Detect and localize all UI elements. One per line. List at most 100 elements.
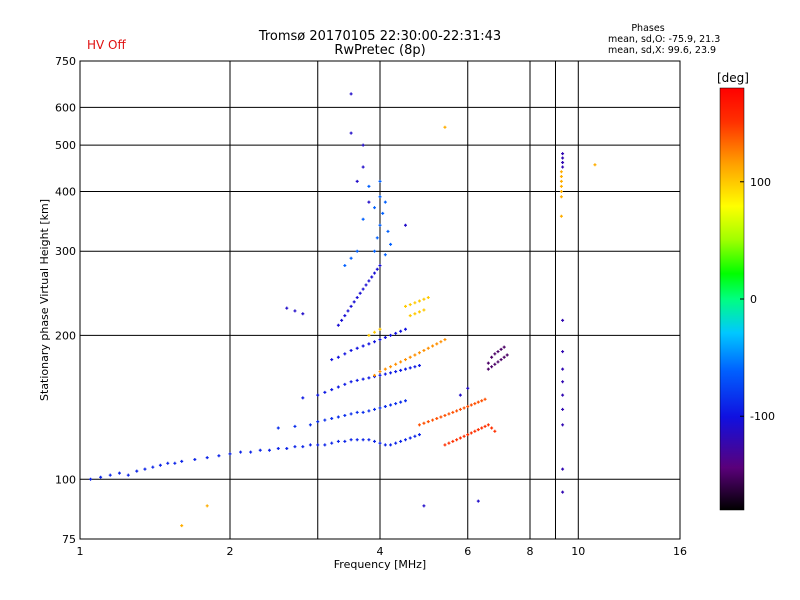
data-point: [355, 296, 359, 300]
phase-stats-x: mean, sd,X: 99.6, 23.9: [608, 45, 716, 56]
data-point: [346, 309, 350, 313]
data-point: [483, 397, 487, 401]
data-point: [493, 362, 497, 366]
data-point: [399, 368, 403, 372]
grid-lines: [80, 61, 680, 539]
data-point: [417, 299, 421, 303]
data-point: [361, 143, 365, 147]
data-point: [373, 271, 377, 275]
data-point: [443, 443, 447, 447]
data-point: [349, 380, 353, 384]
data-point: [486, 367, 490, 371]
phase-stats-o: mean, sd,O: -75.9, 21.3: [608, 34, 720, 45]
data-point: [455, 409, 459, 413]
data-point: [361, 377, 365, 381]
data-point: [458, 407, 462, 411]
data-point: [408, 303, 412, 307]
x-tick-label: 4: [377, 545, 384, 558]
data-point: [373, 373, 377, 377]
data-point: [349, 92, 353, 96]
data-point: [476, 428, 480, 432]
data-point: [301, 312, 305, 316]
data-point: [205, 504, 209, 508]
data-point: [496, 350, 500, 354]
data-point: [383, 200, 387, 204]
data-point: [367, 438, 371, 442]
data-point: [389, 242, 393, 246]
data-point: [316, 393, 320, 397]
data-point: [180, 524, 184, 528]
data-point: [399, 360, 403, 364]
data-point: [486, 423, 490, 427]
data-point: [458, 436, 462, 440]
data-point: [361, 410, 365, 414]
data-point: [473, 429, 477, 433]
data-point: [173, 461, 177, 465]
data-point: [378, 406, 382, 410]
data-point: [375, 236, 379, 240]
data-point: [559, 184, 563, 188]
data-point: [403, 399, 407, 403]
data-point: [399, 439, 403, 443]
data-point: [422, 297, 426, 301]
data-point: [373, 407, 377, 411]
data-point: [426, 346, 430, 350]
data-point: [355, 346, 359, 350]
data-point: [349, 256, 353, 260]
data-point: [408, 314, 412, 318]
data-point: [293, 309, 297, 313]
data-point: [336, 439, 340, 443]
data-point: [336, 415, 340, 419]
data-point: [349, 304, 353, 308]
colorbar-tick-label: 0: [750, 293, 757, 306]
data-point: [480, 426, 484, 430]
data-point: [367, 376, 371, 380]
data-point: [355, 378, 359, 382]
data-point: [249, 450, 253, 454]
data-point: [422, 504, 426, 508]
data-point: [493, 352, 497, 356]
data-point: [301, 445, 305, 449]
y-tick-label: 500: [55, 139, 76, 152]
data-point: [458, 393, 462, 397]
data-point: [373, 340, 377, 344]
data-point: [559, 179, 563, 183]
data-point: [117, 471, 121, 475]
y-tick-label: 200: [55, 329, 76, 342]
data-point: [378, 327, 382, 331]
data-point: [403, 438, 407, 442]
data-point: [355, 438, 359, 442]
data-point: [389, 365, 393, 369]
data-point: [559, 214, 563, 218]
data-point: [330, 441, 334, 445]
data-point: [352, 300, 356, 304]
data-point: [435, 417, 439, 421]
chart-title: Tromsø 20170105 22:30:00-22:31:43: [258, 29, 501, 44]
data-point: [276, 426, 280, 430]
data-points: [89, 92, 597, 528]
data-point: [466, 386, 470, 390]
data-point: [466, 404, 470, 408]
data-point: [349, 131, 353, 135]
data-point: [355, 410, 359, 414]
data-point: [476, 400, 480, 404]
data-point: [443, 338, 447, 342]
data-point: [383, 335, 387, 339]
data-point: [408, 355, 412, 359]
data-point: [358, 291, 362, 295]
data-point: [561, 367, 565, 371]
data-point: [486, 361, 490, 365]
data-point: [389, 403, 393, 407]
data-point: [343, 264, 347, 268]
data-point: [361, 165, 365, 169]
plot-frame: [79, 60, 681, 540]
data-point: [205, 456, 209, 460]
hv-status: HV Off: [87, 38, 126, 52]
data-point: [413, 365, 417, 369]
data-point: [276, 446, 280, 450]
data-point: [417, 351, 421, 355]
data-point: [561, 165, 565, 169]
data-point: [373, 439, 377, 443]
data-point: [383, 443, 387, 447]
